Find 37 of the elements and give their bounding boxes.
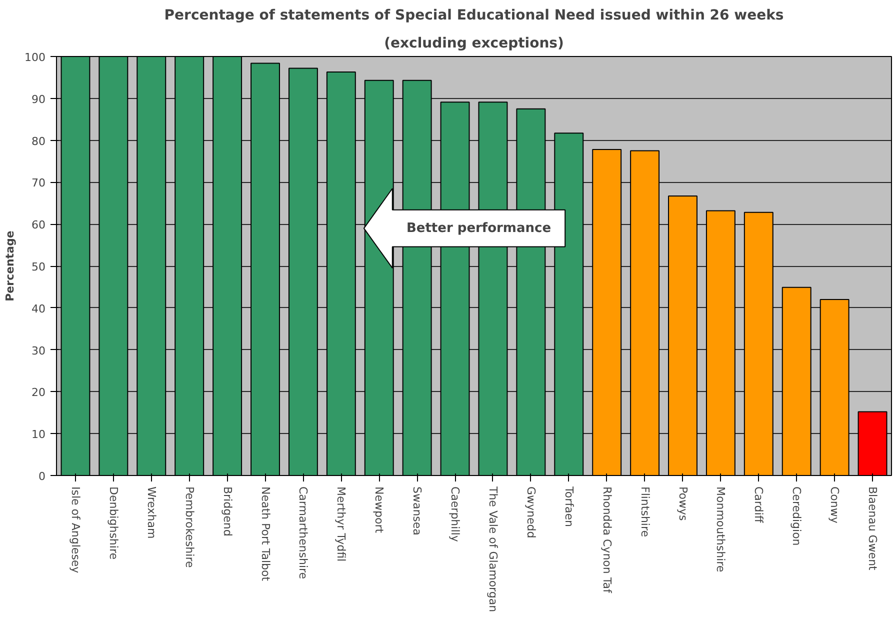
y-tick-label: 70 [32,176,46,190]
x-tick-label: Swansea [410,486,424,536]
x-tick-label: Wrexham [144,486,158,539]
x-tick-label: Carmarthenshire [296,486,310,580]
x-tick-label: Blaenau Gwent [866,486,880,572]
x-tick-label: Isle of Anglesey [68,486,82,574]
y-tick-label: 90 [32,92,46,106]
y-tick-label: 30 [32,344,46,358]
x-tick-label: Monmouthshire [714,486,728,572]
x-tick-label: Neath Port Talbot [258,486,272,582]
x-tick-label: The Vale of Glamorgan [486,486,500,612]
x-tick-label: Cardiff [752,486,766,524]
x-tick-label: Torfaen [562,486,576,527]
x-tick-label: Flintshire [638,486,652,538]
x-tick-label: Pembrokeshire [182,486,196,568]
chart-title: Percentage of statements of Special Educational Need issued within 26 weeks [164,8,784,24]
y-tick-label: 100 [24,51,46,64]
x-tick-label: Rhondda Cynon Taf [600,486,614,594]
y-tick-label: 80 [32,134,46,148]
x-tick-label: Powys [676,486,690,521]
y-tick-label: 60 [32,218,46,232]
x-tick-label: Gwynedd [524,486,538,538]
x-tick-label: Bridgend [220,486,234,536]
x-tick-label: Conwy [828,486,842,524]
x-tick-label: Denbighshire [106,486,120,560]
y-tick-label: 50 [32,260,46,274]
chart-subtitle: (excluding exceptions) [384,36,564,52]
x-tick-label: Caerphilly [448,486,462,542]
y-tick-label: 10 [32,428,46,442]
x-tick-label: Newport [372,486,386,534]
y-tick-label: 0 [38,470,46,483]
x-tick-label: Merthyr Tydfil [334,486,348,562]
x-tick-label: Ceredigion [790,486,804,546]
annotation: Better performance [406,220,552,236]
y-tick-label: 20 [32,386,46,400]
y-tick-label: 40 [32,302,46,316]
y-axis-title: Percentage [4,230,17,302]
